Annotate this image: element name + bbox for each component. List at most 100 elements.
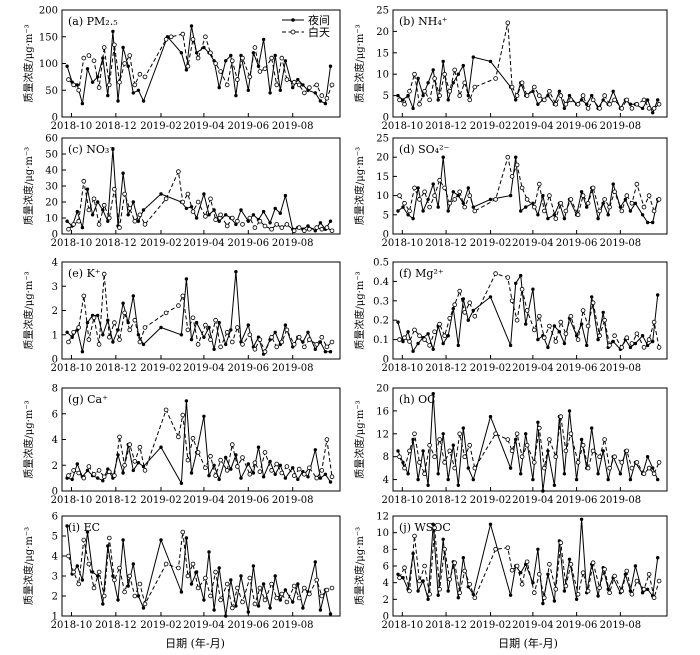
- y-tick-label: 0: [52, 355, 58, 366]
- night-data-point: [536, 547, 540, 551]
- x-tick-label: 2019-06: [556, 121, 598, 132]
- day-data-point: [117, 434, 122, 440]
- night-data-point: [65, 330, 69, 334]
- day-data-point: [284, 327, 290, 333]
- day-data-point: [107, 469, 112, 475]
- day-data-point: [553, 216, 559, 221]
- night-data-point: [217, 85, 221, 90]
- night-data-point: [531, 477, 535, 482]
- day-data-point: [462, 204, 468, 210]
- day-data-point: [509, 448, 515, 454]
- night-data-point: [184, 399, 189, 403]
- day-data-point: [417, 578, 422, 584]
- day-data-point: [107, 535, 112, 541]
- day-data-point: [91, 315, 97, 321]
- night-data-point: [159, 538, 163, 542]
- night-data-point: [96, 476, 100, 480]
- day-data-point: [514, 431, 520, 437]
- day-data-point: [462, 80, 468, 86]
- day-data-point: [190, 561, 196, 567]
- y-tick-label: 4: [383, 475, 389, 486]
- day-data-point: [262, 223, 268, 229]
- day-data-point: [218, 344, 223, 350]
- night-data-point: [436, 593, 440, 597]
- night-data-point: [396, 572, 400, 576]
- day-data-point: [467, 442, 473, 448]
- night-data-point: [246, 462, 250, 466]
- day-data-point: [422, 89, 427, 94]
- x-tick-label: 2019-02: [140, 495, 182, 506]
- day-data-point: [279, 55, 285, 61]
- day-data-point: [117, 565, 122, 571]
- day-data-point: [462, 454, 468, 460]
- night-data-point: [656, 98, 660, 102]
- y-tick-label: 4: [52, 258, 58, 269]
- night-data-point: [246, 88, 250, 93]
- night-data-point: [524, 205, 528, 209]
- night-data-point: [136, 88, 141, 93]
- day-data-point: [284, 77, 290, 82]
- y-tick-label: 16: [376, 406, 389, 417]
- night-data-point: [601, 449, 605, 453]
- day-data-point: [307, 465, 312, 471]
- day-data-point: [612, 333, 617, 339]
- x-tick-label: 2019-02: [470, 238, 512, 249]
- day-data-point: [422, 189, 427, 195]
- x-tick-label: 2019-08: [600, 495, 642, 506]
- day-data-point: [252, 45, 258, 50]
- day-data-point: [307, 85, 312, 90]
- y-tick-label: 4: [52, 435, 58, 446]
- night-data-point: [606, 213, 610, 217]
- x-tick-label: 2019-04: [512, 121, 554, 132]
- night-data-point: [96, 200, 100, 204]
- night-data-point: [101, 602, 105, 606]
- day-data-point: [629, 106, 635, 111]
- night-data-point: [536, 337, 540, 342]
- day-data-point: [427, 591, 432, 597]
- x-tick-label: 2018-10: [382, 238, 424, 249]
- night-data-point: [596, 337, 600, 342]
- night-data-point: [136, 461, 141, 465]
- day-data-point: [524, 442, 530, 448]
- day-data-point: [447, 448, 453, 454]
- day-data-point: [185, 573, 191, 579]
- day-data-point: [575, 591, 581, 597]
- day-data-point: [437, 586, 442, 592]
- night-data-point: [194, 51, 199, 55]
- day-data-point: [519, 185, 525, 191]
- night-data-point: [251, 213, 256, 217]
- y-tick-label: 0: [383, 230, 389, 241]
- night-data-point: [283, 59, 288, 63]
- plot-frame: [392, 387, 668, 492]
- day-data-point: [541, 595, 547, 600]
- day-data-point: [397, 337, 402, 342]
- night-data-point: [406, 330, 410, 334]
- day-data-point: [493, 431, 498, 437]
- night-data-point: [141, 606, 146, 610]
- night-data-point: [101, 479, 105, 483]
- y-tick-label: 0.3: [373, 296, 389, 307]
- night-data-point: [651, 220, 655, 225]
- night-data-point: [301, 83, 305, 87]
- day-data-point: [190, 435, 196, 441]
- night-data-point: [318, 221, 323, 225]
- night-data-point: [323, 101, 328, 106]
- y-tick-label: 200: [39, 6, 58, 17]
- day-data-point: [291, 342, 297, 347]
- day-data-point: [176, 169, 181, 174]
- day-data-point: [590, 560, 596, 565]
- day-data-point: [314, 342, 320, 347]
- day-data-point: [602, 197, 607, 202]
- night-data-point: [261, 37, 266, 42]
- day-data-point: [602, 93, 607, 98]
- day-data-point: [112, 320, 117, 325]
- day-data-point: [81, 475, 87, 481]
- night-data-point: [256, 604, 261, 608]
- day-data-point: [457, 590, 463, 595]
- y-tick-label: 12: [376, 429, 389, 440]
- day-data-point: [235, 77, 240, 82]
- x-tick-label: 2018-10: [51, 495, 93, 506]
- y-tick-label: 0: [383, 113, 389, 124]
